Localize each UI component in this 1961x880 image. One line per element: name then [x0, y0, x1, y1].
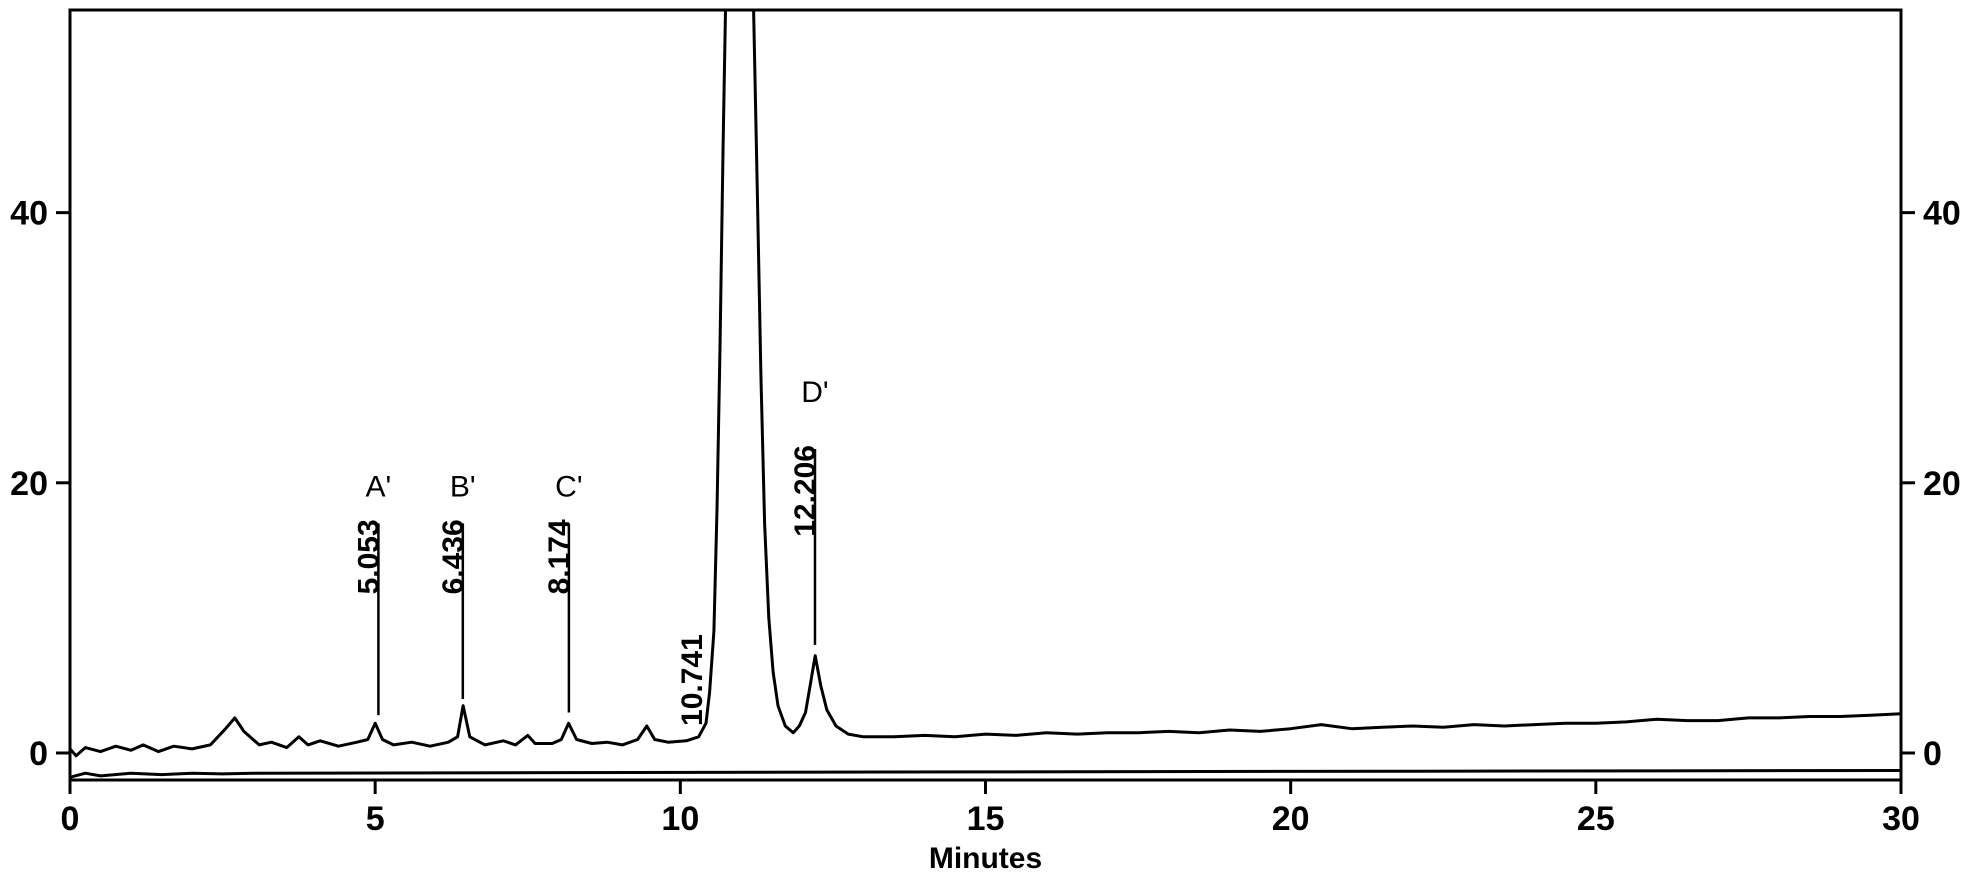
y-tick-label-right: 20	[1923, 465, 1961, 503]
peak-name-label: C'	[555, 470, 582, 503]
x-tick-label: 20	[1272, 800, 1310, 838]
peak-rt-main: 10.741	[676, 634, 709, 726]
x-ticks: 0 5 10 15 20 25 30	[61, 780, 1920, 838]
x-tick-label: 0	[61, 800, 80, 838]
y-tick-label-left: 0	[29, 735, 48, 773]
peak-rt-label: 8.174	[543, 519, 576, 594]
x-tick-label: 30	[1882, 800, 1920, 838]
peak-name-label: D'	[801, 376, 828, 409]
x-tick-label: 25	[1577, 800, 1615, 838]
chromatogram-chart: 0 5 10 15 20 25 30 0 20 40 0 20 40 5.053 A' 6.436 B' 8…	[0, 0, 1961, 880]
x-tick-label: 5	[366, 800, 385, 838]
peak-rt-label: 12.206	[789, 445, 822, 537]
peak-name-label: A'	[366, 470, 392, 503]
y-tick-label-right: 0	[1923, 735, 1942, 773]
y-ticks-right: 0 20 40	[1901, 195, 1961, 773]
y-ticks-left: 0 20 40	[10, 195, 70, 773]
peak-rt-label: 5.053	[352, 519, 385, 594]
baseline-trace	[70, 771, 1901, 778]
x-axis-label: Minutes	[929, 842, 1042, 875]
y-tick-label-right: 40	[1923, 195, 1961, 233]
peak-rt-label: 6.436	[437, 519, 470, 594]
chart-svg: 0 5 10 15 20 25 30 0 20 40 0 20 40 5.053 A' 6.436 B' 8…	[0, 0, 1961, 880]
y-tick-label-left: 20	[10, 465, 48, 503]
x-tick-label: 15	[967, 800, 1005, 838]
x-tick-label: 10	[661, 800, 699, 838]
plot-frame	[70, 10, 1901, 780]
peak-name-label: B'	[450, 470, 476, 503]
signal-trace	[70, 10, 1901, 756]
y-tick-label-left: 40	[10, 195, 48, 233]
peak-annotations: 5.053 A' 6.436 B' 8.174 C' 10.741 12.206 D'	[352, 376, 828, 726]
